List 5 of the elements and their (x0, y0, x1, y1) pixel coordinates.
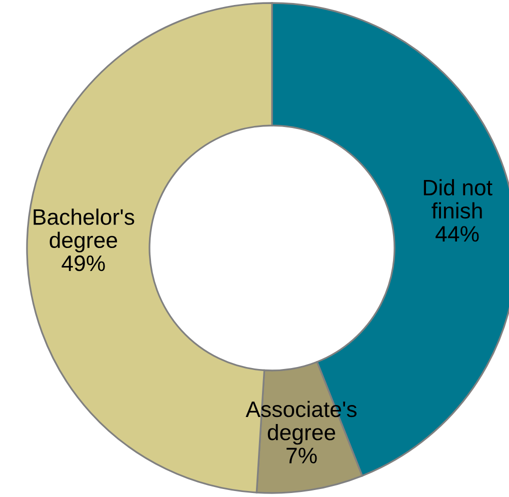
slice-label: Bachelor's degree (34, 208, 134, 252)
data-label: 49% (62, 255, 105, 272)
slice-label: Did not finish (424, 179, 492, 219)
data-label: 44% (436, 226, 479, 242)
data-label: 7% (286, 448, 317, 464)
